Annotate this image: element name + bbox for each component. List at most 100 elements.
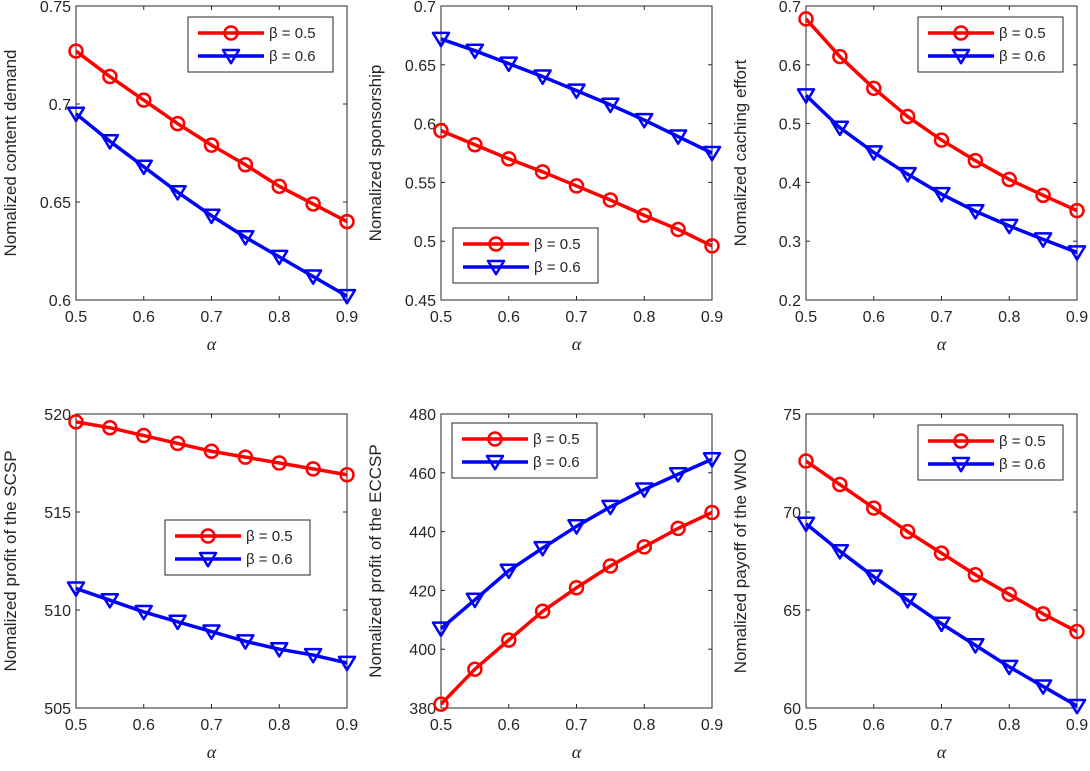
legend-marker [221,48,241,65]
legend-label: β = 0.6 [269,48,316,65]
subplot-6: 0.5 0.6 0.7 0.8 0.9 60 65 70 75 α Nomalized payoff… [731,407,1088,762]
legend-marker [485,454,505,471]
data-point [533,540,552,557]
data-point [568,580,585,596]
data-point [236,634,255,650]
x-axis-label: α [937,334,947,354]
legend-box [187,16,334,73]
legend-label: β = 0.6 [246,551,293,568]
data-point [501,151,517,167]
x-tick-label: 0.9 [701,717,723,734]
y-tick-label: 0.65 [405,58,436,75]
y-tick-label: 70 [783,505,801,522]
data-point [932,186,951,203]
y-tick-label: 505 [44,701,71,718]
data-point [830,120,850,137]
y-tick-label: 0.4 [779,175,801,192]
x-tick-label: 0.6 [498,717,520,734]
data-point [100,133,120,150]
data-point [271,178,287,195]
y-tick-label: 0.6 [779,58,801,75]
data-point [602,192,619,208]
series-line-2 [804,522,1078,708]
data-point [534,603,551,620]
data-point [237,157,254,173]
legend-label: β = 0.5 [999,433,1046,450]
data-point [864,569,883,586]
x-tick-label: 0.6 [863,717,885,734]
subplot-1: 0.5 0.6 0.7 0.8 0.90.60.650.70.75αNomalized … [1,0,358,354]
data-point [305,196,321,212]
y-tick-label: 0.7 [779,0,801,16]
legend-marker [200,528,216,544]
data-point [798,453,814,469]
x-tick-label: 0.8 [998,717,1020,734]
legend-box [452,227,599,284]
y-axis-label: Nomalized profit of the ECCSP [366,444,385,677]
series-line-1 [804,17,1078,213]
legend: β = 0.5 β = 0.6 [164,519,311,576]
data-point [635,482,654,499]
data-point [568,178,585,194]
legend-label: β = 0.5 [246,528,293,545]
y-tick-label: 400 [409,642,436,659]
series-line-2 [440,37,713,155]
y-tick-label: 440 [409,525,436,542]
data-point [704,504,720,521]
subplot-3: 0.5 0.6 0.7 0.8 0.9 0.2 0.3 0.4 0.5 0.6 0.7 α Nomali… [731,0,1088,354]
data-point [864,145,883,161]
series-line-2 [74,112,348,298]
data-point [932,616,951,633]
data-point [601,97,620,114]
x-axis-label: α [207,334,217,354]
data-point [134,604,153,621]
data-point [433,122,449,139]
x-tick-label: 0.9 [701,309,723,326]
legend: β = 0.5 β = 0.6 [187,16,334,73]
data-point [702,452,722,468]
data-point [1035,187,1051,204]
data-point [602,558,619,574]
legend: β = 0.5 β = 0.6 [917,16,1064,73]
data-point [465,592,485,609]
data-point [1069,623,1085,640]
data-point [431,621,451,638]
data-point [271,455,287,471]
y-tick-label: 510 [44,603,71,620]
data-point [337,655,357,672]
x-tick-label: 0.8 [268,309,290,326]
x-tick-label: 0.6 [133,309,155,326]
x-tick-label: 0.5 [65,309,87,326]
data-point [670,520,686,537]
series-line-1 [805,459,1078,634]
x-tick-label: 0.6 [863,309,885,326]
data-point [168,184,187,201]
legend-box [451,422,598,479]
data-point [898,166,917,183]
data-point [668,129,688,145]
series-line-1 [439,510,713,706]
legend: β = 0.5 β = 0.6 [452,227,599,284]
subplot-5: 0.5 0.6 0.7 0.8 0.9 380 400 420 440 460 480 α Nomali… [366,407,723,762]
data-point [1067,245,1087,261]
y-tick-label: 0.3 [779,234,801,251]
x-tick-label: 0.8 [633,717,655,734]
data-point [337,288,357,305]
data-point [100,592,120,609]
x-tick-label: 0.5 [795,309,817,326]
x-tick-label: 0.7 [930,309,952,326]
x-tick-label: 0.7 [565,309,587,326]
x-tick-label: 0.5 [430,717,452,734]
data-point [967,566,984,583]
data-point [534,164,551,180]
data-point [237,449,254,465]
data-point [499,563,518,580]
data-point [303,269,323,285]
data-point [601,499,620,516]
y-tick-label: 420 [409,583,436,600]
x-tick-label: 0.8 [268,717,290,734]
y-axis-label: Nomalized caching effort [731,59,750,246]
data-point [202,624,221,641]
data-point [134,159,153,176]
data-point [501,632,517,648]
